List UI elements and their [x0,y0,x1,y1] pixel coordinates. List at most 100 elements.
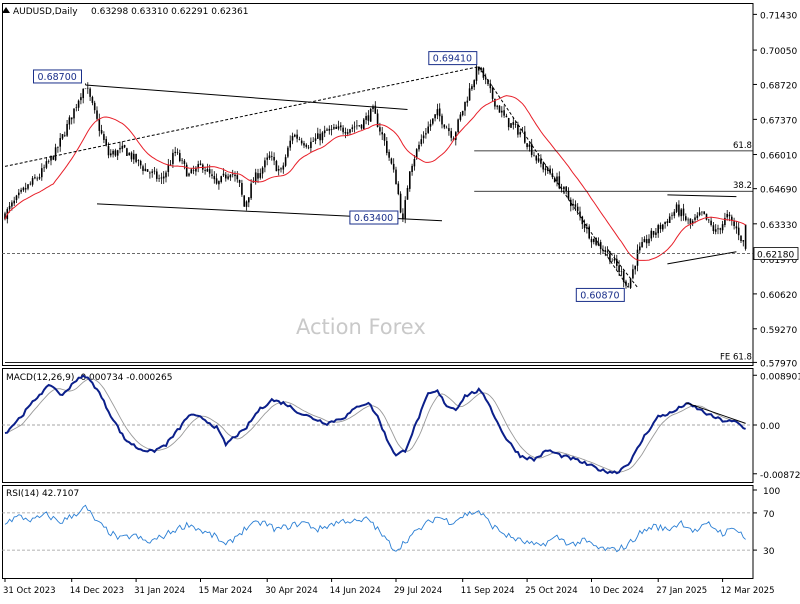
candle-body [629,278,632,288]
candle-body [296,134,298,139]
price-tick-label: 0.71430 [760,11,797,21]
candle-body [208,169,211,174]
candle-body [484,77,487,80]
candle-body [386,141,388,153]
candle-body [740,235,742,242]
candle-body [641,242,643,247]
candle-body [395,169,397,185]
candle-body [360,124,363,129]
rsi-tick-label: 30 [763,547,775,557]
fib-level-label: 38.2 [733,181,752,191]
candle-body [227,176,229,179]
candle-body [289,140,291,148]
candle-body [657,225,659,234]
candle-body [503,110,505,116]
candle-body [298,139,301,140]
triangle-upper-line [667,194,737,198]
candle-body [565,186,567,192]
candle-body [271,156,273,157]
candle-body [397,183,400,195]
candle-body [277,169,280,171]
candle-body [420,139,423,145]
candle-body [415,149,418,159]
candle-body [66,123,68,136]
candle-body [340,125,342,128]
candle-body [284,157,287,166]
candle-body [211,174,213,176]
candle-body [576,206,579,211]
candle-body [724,217,726,226]
price-tick-label: 0.61970 [760,256,797,266]
candle-body [20,189,22,192]
candle-body [475,67,478,81]
candle-body [241,182,243,195]
candle-body [349,129,351,133]
candle-body [100,130,103,134]
candle-body [183,160,186,165]
candle-body [110,153,112,156]
candle-body [728,214,731,217]
candle-body [142,166,144,171]
candle-body [156,171,158,179]
price-tick-label: 0.64690 [760,186,797,196]
candle-body [4,213,6,220]
candle-body [510,123,512,128]
candle-body [553,177,556,183]
moving-average-line [4,95,746,261]
current-price-tag [753,247,799,260]
candle-body [93,102,96,111]
candle-body [319,133,321,141]
macd-tick-label: 0.008901 [760,372,800,382]
candle-body [459,114,462,120]
date-tick-label: 31 Oct 2023 [3,586,56,596]
candle-body [8,205,11,210]
date-tick-label: 30 Apr 2024 [265,586,318,596]
candle-body [519,132,521,135]
candle-body [413,159,416,167]
rsi-line [4,504,746,553]
candle-body [206,168,209,172]
candle-body [114,150,117,156]
candle-body [174,151,176,153]
candle-body [652,231,655,235]
candle-body [243,195,245,207]
candle-body [542,163,544,170]
candle-body [158,178,160,179]
candle-body [18,192,20,196]
candle-body [167,164,170,173]
candle-body [11,202,13,207]
price-annotation-box [349,210,399,225]
candle-body [632,269,634,279]
macd-tick-label: 0.00 [760,422,780,432]
price-tick-label: 0.63330 [760,221,797,231]
candle-body [335,127,337,129]
date-tick-label: 29 Jul 2024 [394,586,442,596]
candle-body [563,186,565,190]
date-tick-label: 10 Dec 2024 [590,586,644,596]
fib-level-label: FE 61.8 [720,352,752,362]
candle-body [245,201,248,207]
candle-body [31,178,34,185]
candle-body [119,147,121,150]
candle-body [257,173,259,179]
candle-body [714,229,717,232]
candle-body [496,105,498,107]
candle-body [248,197,250,203]
candle-body [137,160,140,161]
candle-body [675,204,678,212]
macd-signal-line [4,378,746,473]
candle-body [464,101,466,111]
dashed-decline-line [478,66,629,288]
candle-body [24,188,27,190]
candle-body [381,132,383,135]
candle-body [151,171,153,173]
candle-body [91,97,94,103]
candle-body [530,143,533,155]
candle-body [61,134,64,139]
candle-body [402,213,404,219]
candle-body [544,168,547,171]
candle-body [254,172,257,183]
candle-body [701,211,703,213]
candle-body [735,226,738,229]
